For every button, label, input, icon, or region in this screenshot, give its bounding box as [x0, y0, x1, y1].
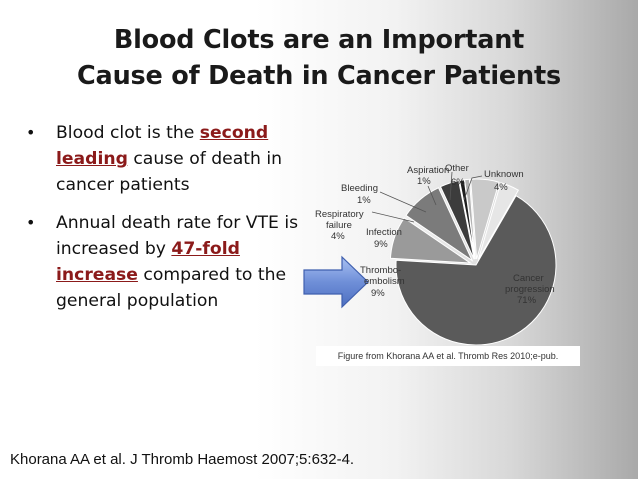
label-thromboembolism-2: embolism	[364, 276, 405, 287]
label-infection: Infection	[366, 227, 402, 238]
bullet-1-text-a: Blood clot is the	[56, 123, 200, 143]
bullet-1-highlight-a: second	[199, 123, 269, 143]
label-cancer-pct: 71%	[517, 295, 537, 306]
title-line-2: Cause of Death in Cancer Patients	[77, 61, 561, 91]
leader-line-other	[449, 171, 453, 201]
pie-slice-aspiration	[464, 178, 476, 260]
leader-line-unknown	[463, 175, 483, 201]
bullet-list: • Blood clot is the second leading cause…	[26, 120, 306, 326]
bullet-1-highlight-b: leading	[56, 149, 128, 169]
label-other: Other	[445, 163, 469, 174]
title-line-1: Blood Clots are an Important	[113, 25, 525, 55]
label-cancer-2: progression	[505, 284, 555, 295]
bullet-item-1: • Blood clot is the second leading cause…	[26, 120, 306, 198]
label-other-pct: 6%	[451, 177, 465, 188]
label-cancer: Cancer	[513, 273, 544, 284]
pie-slice-unknown	[477, 182, 520, 260]
leader-line-bleeding	[379, 191, 427, 213]
label-infection-pct: 9%	[374, 239, 388, 250]
leader-line-aspiration	[427, 185, 437, 206]
figure-caption: Figure from Khorana AA et al. Thromb Res…	[316, 346, 580, 366]
bullet-2-text-b: compared to the general population	[56, 265, 287, 311]
arrow-right-icon	[303, 255, 369, 309]
label-thromboembolism: Thrombo-	[360, 265, 401, 276]
label-respiratory-2: failure	[326, 220, 352, 231]
pie-slice-infection	[405, 187, 474, 262]
label-aspiration-pct: 1%	[417, 176, 431, 187]
bullet-dot-icon: •	[26, 123, 36, 142]
pie-slice-thrombo-embolism	[389, 217, 473, 264]
pie-slice-other	[470, 178, 500, 260]
label-respiratory-pct: 4%	[331, 231, 345, 242]
bullet-item-2: • Annual death rate for VTE is increased…	[26, 210, 306, 314]
slide-title: Blood Clots are an Important Cause of De…	[0, 22, 638, 94]
label-unknown-pct: 4%	[494, 182, 508, 193]
bullet-dot-icon: •	[26, 213, 36, 232]
label-bleeding: Bleeding	[341, 183, 378, 194]
label-thromboembolism-pct: 9%	[371, 288, 385, 299]
label-unknown: Unknown	[484, 169, 524, 180]
bullet-2-text-a: Annual death rate for VTE is increased b…	[56, 213, 299, 259]
pie-slice-respiratory-failure	[439, 180, 475, 260]
bullet-2-highlight: 47-fold increase	[56, 239, 240, 285]
reference-citation: Khorana AA et al. J Thromb Haemost 2007;…	[10, 451, 355, 468]
label-aspiration: Aspiration	[407, 165, 449, 176]
pie-slice-cancer-progression	[395, 195, 557, 345]
leader-line-respiratory	[371, 211, 415, 223]
label-respiratory: Respiratory	[315, 209, 364, 220]
pie-chart: Aspiration 1% Other 6% Unknown 4% Bleedi…	[315, 163, 557, 345]
label-bleeding-pct: 1%	[357, 195, 371, 206]
bullet-1-text-b: cause of death in cancer patients	[56, 149, 283, 195]
